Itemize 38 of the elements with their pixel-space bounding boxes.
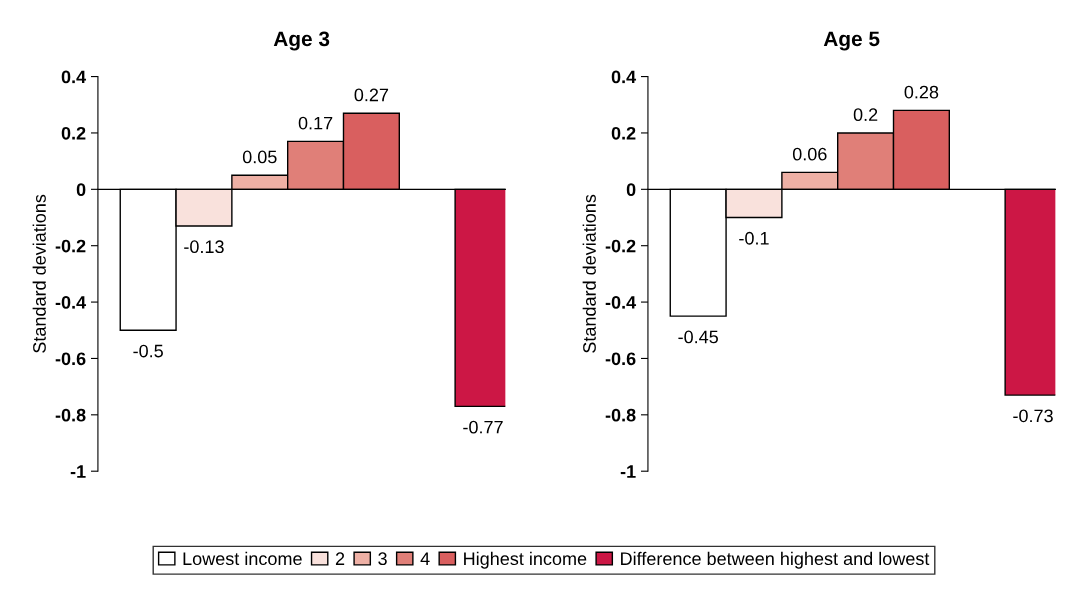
y-tick-label: -1: [70, 465, 86, 478]
data-label: 0.2: [853, 108, 878, 122]
data-label: -0.73: [1013, 409, 1053, 423]
data-label: 0.28: [904, 85, 939, 99]
y-tick-label: -0.6: [55, 352, 86, 366]
data-label: 0.27: [354, 88, 389, 102]
legend-label: 2: [335, 552, 345, 565]
data-label: -0.13: [184, 240, 224, 254]
data-label: -0.77: [463, 420, 503, 434]
y-tick-label: -0.8: [605, 408, 636, 422]
y-tick-label: 0.2: [61, 126, 86, 140]
y-tick-label: 0.4: [611, 70, 637, 84]
legend-label: 3: [378, 552, 387, 566]
legend-label: Highest income: [464, 551, 587, 569]
data-label: -0.45: [678, 330, 718, 344]
data-label: -0.1: [739, 231, 769, 245]
y-tick-label: -0.4: [55, 296, 87, 309]
y-tick-label: -0.8: [55, 408, 86, 422]
y-tick-label: -0.2: [605, 239, 636, 253]
legend-label: Difference between highest and lowest: [621, 551, 930, 569]
data-label: -0.5: [133, 344, 163, 358]
data-label: 0.06: [792, 147, 827, 161]
y-tick-label: 0.2: [611, 126, 636, 140]
legend-label: Lowest income: [183, 551, 302, 566]
y-tick-label: 0.4: [61, 70, 87, 84]
data-label: 0.17: [298, 116, 333, 130]
chart-title: Age 5: [823, 31, 880, 51]
y-tick-label: -0.6: [605, 352, 636, 366]
y-axis-title: Standard deviations: [32, 194, 46, 353]
y-tick-label: -0.2: [55, 239, 86, 253]
chart-title: Age 3: [273, 31, 330, 51]
y-tick-label: -1: [620, 465, 636, 478]
y-axis-title: Standard deviations: [582, 194, 596, 353]
y-tick-label: 0: [76, 183, 86, 197]
y-tick-label: 0: [626, 183, 636, 197]
legend-label: 4: [420, 552, 430, 565]
y-tick-label: -0.4: [605, 296, 637, 309]
data-label: 0.05: [242, 150, 277, 164]
